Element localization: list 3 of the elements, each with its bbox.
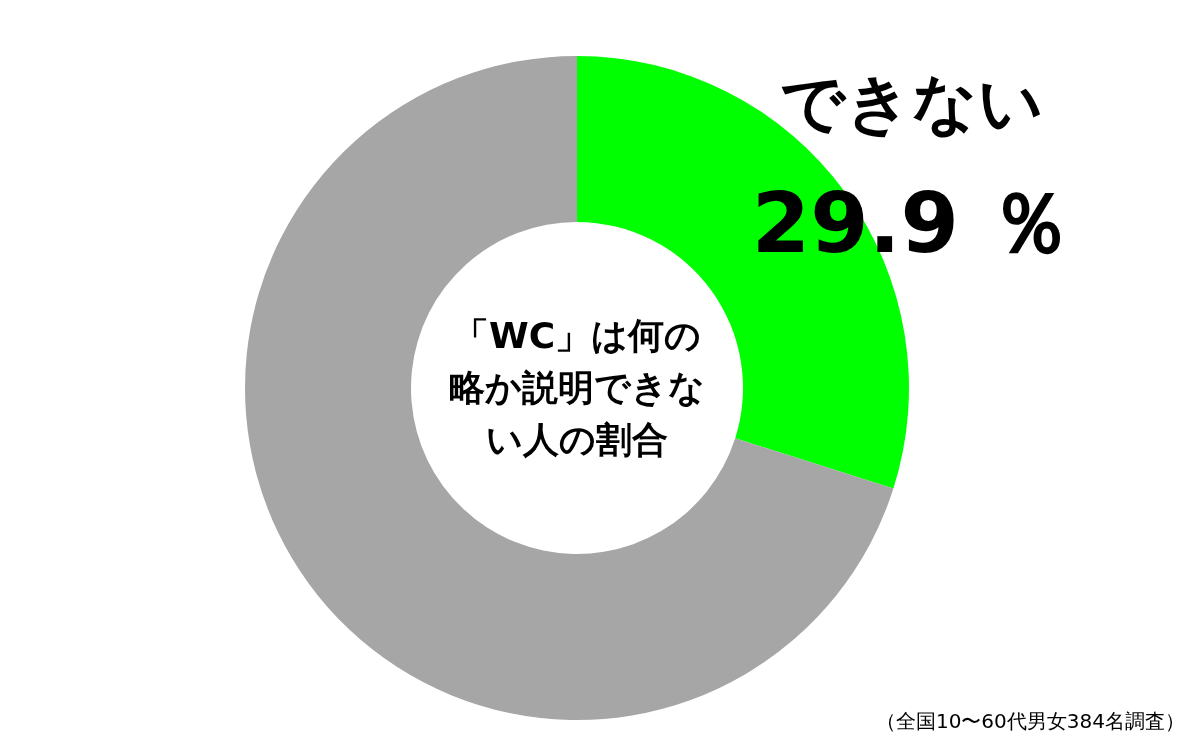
text: 「WC」は何の略か説明できない人の割合 xyxy=(448,314,706,462)
slice-label: できない xyxy=(780,66,1044,140)
text: （全国10〜60代男女384名調査） xyxy=(875,709,1185,733)
